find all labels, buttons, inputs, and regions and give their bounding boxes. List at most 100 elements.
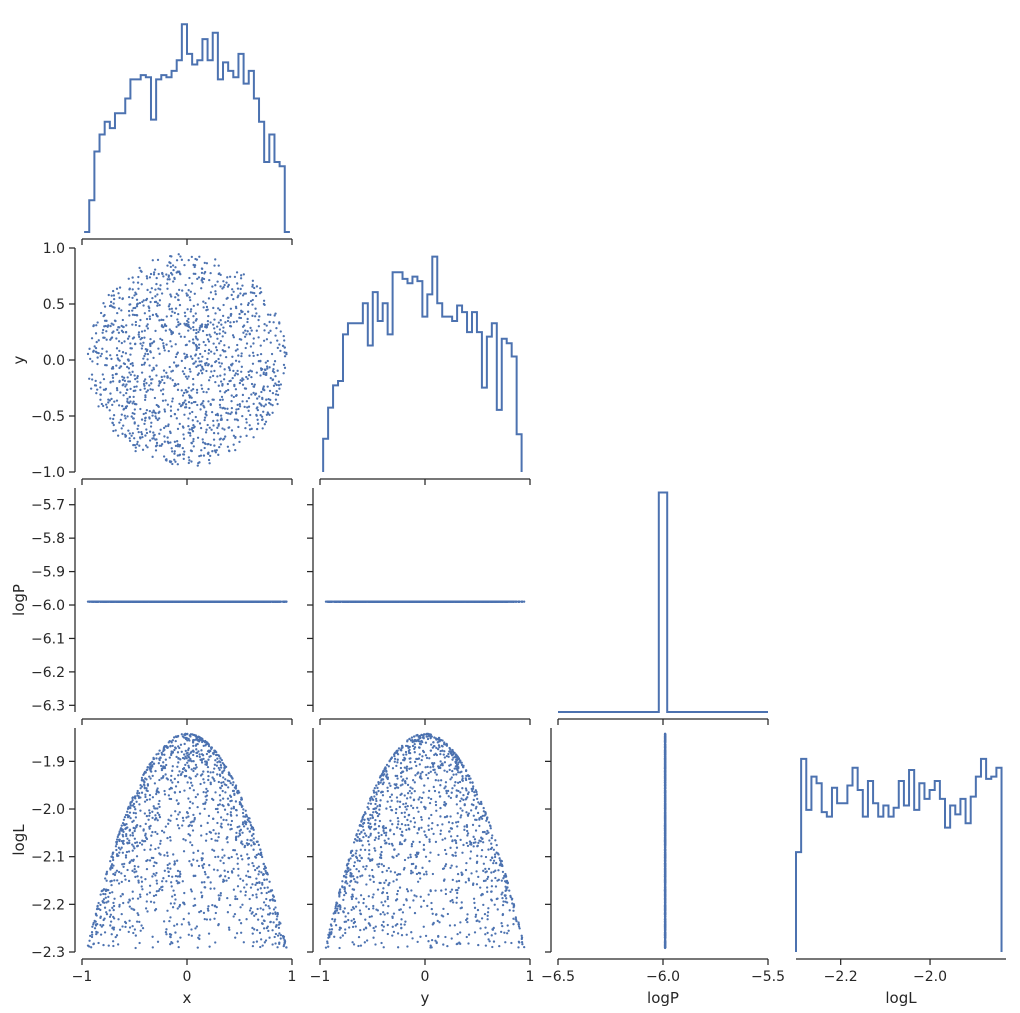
scatter-point <box>219 766 223 769</box>
scatter-point <box>151 455 154 458</box>
scatter-point <box>186 600 189 603</box>
scatter-point <box>239 435 242 438</box>
scatter-point <box>249 345 253 348</box>
scatter-point <box>107 293 110 297</box>
scatter-point <box>203 802 207 805</box>
scatter-point <box>166 376 169 379</box>
scatter-point <box>136 281 140 284</box>
scatter-point <box>275 327 278 330</box>
scatter-point <box>199 600 202 603</box>
scatter-point <box>210 364 214 367</box>
scatter-point <box>443 600 446 603</box>
scatter-point <box>183 311 187 314</box>
scatter-point <box>196 277 199 281</box>
scatter-point <box>95 324 98 327</box>
scatter-point <box>170 332 173 336</box>
scatter-point <box>198 326 201 329</box>
scatter-point <box>158 299 162 302</box>
scatter-point <box>154 412 157 415</box>
scatter-point <box>169 600 173 603</box>
scatter-point <box>201 773 204 776</box>
scatter-point <box>216 757 219 760</box>
scatter-point <box>205 794 209 797</box>
scatter-point <box>252 832 255 836</box>
scatter-point <box>145 382 148 385</box>
scatter-point <box>262 339 266 342</box>
scatter-point <box>170 314 173 318</box>
scatter-point <box>154 814 157 817</box>
scatter-point <box>125 324 128 327</box>
scatter-point <box>283 346 286 349</box>
scatter-point <box>177 802 180 806</box>
scatter-point <box>158 410 161 413</box>
scatter-point <box>227 316 230 319</box>
scatter-point <box>149 388 152 391</box>
scatter-point <box>100 925 103 928</box>
scatter-point <box>209 918 212 921</box>
scatter-point <box>194 738 198 741</box>
scatter-point <box>226 276 229 279</box>
scatter-point <box>143 312 146 315</box>
scatter-point <box>245 842 249 845</box>
scatter-point <box>213 318 216 321</box>
scatter-point <box>264 403 267 406</box>
scatter-point <box>125 405 129 408</box>
scatter-point <box>207 387 210 391</box>
scatter-point <box>178 303 182 307</box>
scatter-point <box>166 836 169 840</box>
scatter-point <box>202 340 205 344</box>
scatter-point <box>248 820 251 823</box>
scatter-point <box>255 285 259 288</box>
scatter-point <box>120 329 124 332</box>
scatter-point <box>104 893 107 896</box>
scatter-point <box>372 600 375 603</box>
scatter-point <box>227 876 230 880</box>
scatter-point <box>248 374 251 377</box>
scatter-point <box>182 901 185 904</box>
scatter-point <box>200 859 204 862</box>
scatter-point <box>267 331 270 334</box>
scatter-point <box>217 835 220 839</box>
scatter-point <box>154 288 157 291</box>
scatter-point <box>176 463 179 466</box>
scatter-point <box>131 288 134 291</box>
scatter-point <box>122 408 125 411</box>
scatter-point <box>171 310 174 313</box>
scatter-point <box>155 364 158 367</box>
scatter-point <box>183 352 186 355</box>
scatter-point <box>203 406 206 409</box>
scatter-point <box>207 348 211 352</box>
scatter-point <box>183 264 186 267</box>
scatter-point <box>272 921 275 924</box>
scatter-point <box>192 377 195 381</box>
scatter-point <box>194 360 197 363</box>
scatter-point <box>140 283 143 286</box>
scatter-point <box>174 898 177 901</box>
scatter-point <box>169 377 172 380</box>
scatter-point <box>134 323 138 327</box>
scatter-point <box>207 458 211 462</box>
scatter-point <box>134 449 137 453</box>
scatter-point <box>120 341 123 345</box>
scatter-point <box>277 384 281 387</box>
scatter-point <box>111 906 114 909</box>
scatter-point <box>185 294 189 297</box>
scatter-point <box>103 600 106 603</box>
scatter-point <box>176 940 179 943</box>
scatter-point <box>198 454 201 458</box>
scatter-point <box>143 800 147 803</box>
scatter-point <box>227 283 230 287</box>
scatter-point <box>161 378 164 382</box>
scatter-point <box>199 369 203 372</box>
scatter-point <box>274 942 277 945</box>
scatter-point <box>175 353 178 356</box>
scatter-point <box>137 275 140 279</box>
scatter-point <box>102 378 106 381</box>
scatter-point <box>195 348 198 352</box>
scatter-point <box>268 320 271 324</box>
scatter-point <box>143 387 146 390</box>
scatter-point <box>265 338 269 341</box>
scatter-point <box>134 875 137 879</box>
scatter-point <box>115 347 119 350</box>
scatter-point <box>206 308 209 311</box>
